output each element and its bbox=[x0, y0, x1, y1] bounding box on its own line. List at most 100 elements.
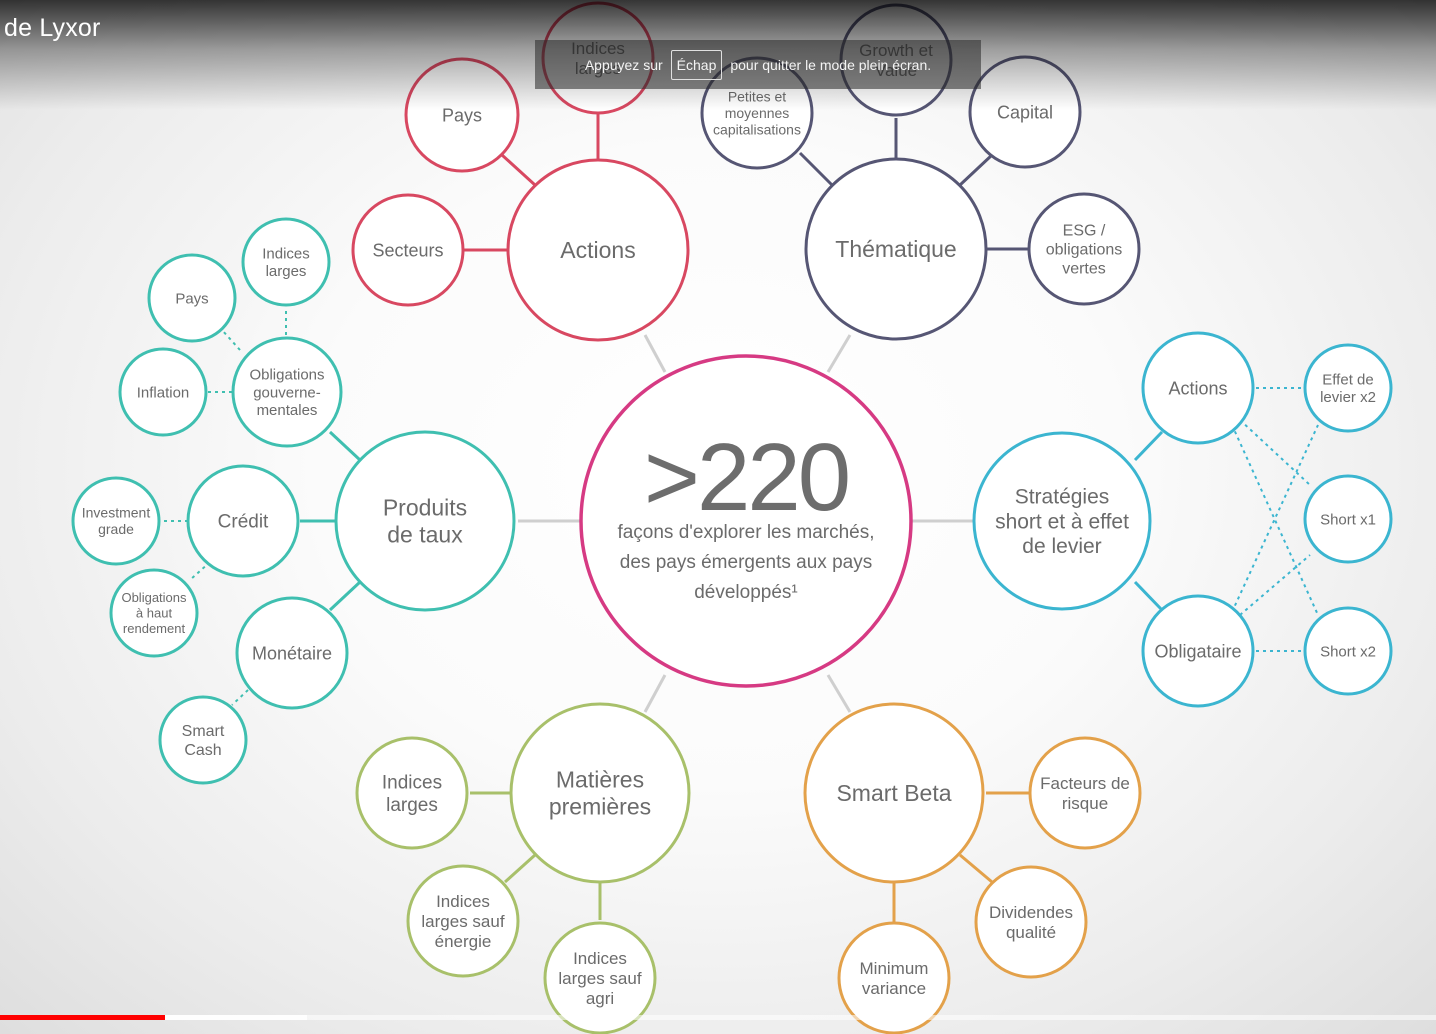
matieres-sauf-energie-node bbox=[406, 864, 520, 978]
connector-line bbox=[1239, 419, 1311, 486]
minimum-variance-node-label: variance bbox=[862, 979, 926, 998]
smart-beta-hub-label: Smart Beta bbox=[836, 780, 951, 806]
dividendes-qualite-node-label: Dividendes bbox=[989, 903, 1073, 922]
investment-grade-node-label: Investment bbox=[82, 505, 151, 521]
taux-pays-node bbox=[147, 253, 237, 343]
strategies-short-levier-hub bbox=[972, 431, 1152, 611]
taux-inflation-node-label: Inflation bbox=[137, 384, 190, 401]
thematique-esg-node-label: vertes bbox=[1062, 260, 1106, 277]
center-big-number: >220 bbox=[644, 424, 848, 531]
thematique-hub-label: Thématique bbox=[835, 236, 956, 262]
matieres-sauf-agri-node bbox=[543, 921, 657, 1034]
connector-line bbox=[1133, 580, 1164, 612]
facteurs-de-risque-node bbox=[1028, 736, 1142, 850]
connector-line bbox=[503, 853, 537, 884]
smart-beta-hub bbox=[803, 702, 985, 884]
matieres-sauf-agri-node-label: larges sauf bbox=[558, 969, 641, 988]
thematique-hub bbox=[804, 157, 988, 341]
connector-line bbox=[189, 561, 211, 581]
connector-line bbox=[959, 853, 993, 884]
effet-levier-x2-node-label: Effet de bbox=[1322, 371, 1373, 388]
taux-indices-larges-node bbox=[241, 217, 331, 307]
progress-bar[interactable] bbox=[0, 1015, 1436, 1020]
thematique-petites-capitalisations-node-label: moyennes bbox=[725, 105, 790, 121]
matieres-sauf-energie-node-label: Indices bbox=[436, 892, 490, 911]
matieres-premieres-hub-label: premières bbox=[549, 794, 651, 820]
toast-text-after: pour quitter le mode plein écran. bbox=[730, 56, 932, 73]
effet-levier-x2-node-label: levier x2 bbox=[1320, 389, 1376, 406]
facteurs-de-risque-node-label: Facteurs de bbox=[1040, 774, 1130, 793]
thematique-capital-node-label: Capital bbox=[997, 102, 1053, 122]
smart-cash-node-label: Cash bbox=[184, 742, 221, 759]
escape-key-badge: Échap bbox=[670, 49, 723, 80]
center-caption-line: développés¹ bbox=[694, 582, 798, 603]
produits-de-taux-hub-label: de taux bbox=[387, 522, 463, 548]
obligations-gouvernementales-node-label: mentales bbox=[257, 402, 318, 419]
short-x2-node-label: Short x2 bbox=[1320, 643, 1376, 660]
actions-pays-node-label: Pays bbox=[442, 105, 482, 125]
matieres-premieres-hub bbox=[509, 702, 691, 884]
obligations-haut-rendement-node-label: Obligations bbox=[121, 590, 187, 605]
short-x1-node-label: Short x1 bbox=[1320, 511, 1376, 528]
strategies-actions-node-label: Actions bbox=[1168, 378, 1227, 398]
fullscreen-exit-toast: Appuyez sur Échap pour quitter le mode p… bbox=[535, 40, 981, 89]
monetaire-node-label: Monétaire bbox=[252, 643, 332, 663]
taux-inflation-node bbox=[118, 347, 208, 437]
short-x2-node bbox=[1303, 606, 1393, 696]
connector-line bbox=[328, 430, 362, 462]
connector-line bbox=[231, 689, 249, 706]
strategies-short-levier-hub-label: Stratégies bbox=[1015, 486, 1110, 509]
thematique-petites-capitalisations-node-label: Petites et bbox=[728, 88, 786, 104]
progress-played[interactable] bbox=[0, 1015, 166, 1020]
obligations-haut-rendement-node-label: à haut bbox=[136, 606, 173, 621]
actions-hub-label: Actions bbox=[560, 237, 635, 263]
matieres-sauf-energie-node-label: larges sauf bbox=[421, 912, 504, 931]
center-hub bbox=[579, 354, 913, 688]
connector-line bbox=[643, 674, 667, 713]
matieres-premieres-hub-label: Matières bbox=[556, 766, 644, 792]
obligations-haut-rendement-node-label: rendement bbox=[123, 621, 186, 636]
credit-node-label: Crédit bbox=[218, 512, 269, 533]
matieres-indices-larges-node bbox=[355, 736, 469, 850]
taux-indices-larges-node-label: larges bbox=[266, 263, 307, 280]
strategies-short-levier-hub-label: de levier bbox=[1022, 535, 1101, 558]
connector-line bbox=[500, 153, 537, 187]
matieres-indices-larges-node-label: larges bbox=[386, 795, 438, 816]
strategies-obligataire-node bbox=[1141, 594, 1255, 708]
thematique-esg-node-label: ESG / bbox=[1063, 223, 1106, 240]
strategies-obligataire-node-label: Obligataire bbox=[1154, 641, 1241, 661]
connector-line bbox=[221, 329, 241, 351]
connector-line bbox=[958, 153, 994, 187]
actions-hub bbox=[506, 158, 690, 342]
actions-secteurs-node-label: Secteurs bbox=[372, 240, 443, 260]
video-title: de Lyxor bbox=[4, 14, 101, 42]
monetaire-node bbox=[235, 596, 349, 710]
facteurs-de-risque-node-label: risque bbox=[1062, 794, 1108, 813]
connector-line bbox=[643, 334, 667, 373]
actions-secteurs-node bbox=[351, 193, 465, 307]
thematique-petites-capitalisations-node-label: capitalisations bbox=[713, 121, 801, 137]
matieres-sauf-agri-node-label: agri bbox=[586, 989, 614, 1008]
thematique-esg-node-label: obligations bbox=[1046, 242, 1123, 259]
strategies-actions-node bbox=[1141, 331, 1255, 445]
center-caption-line: façons d'explorer les marchés, bbox=[617, 522, 874, 543]
connector-line bbox=[826, 674, 852, 713]
short-x1-node bbox=[1303, 474, 1393, 564]
obligations-gouvernementales-node-label: Obligations bbox=[249, 367, 324, 384]
effet-levier-x2-node bbox=[1303, 343, 1393, 433]
produits-de-taux-hub bbox=[334, 430, 516, 612]
obligations-gouvernementales-node-label: gouverne- bbox=[253, 384, 321, 401]
matieres-sauf-agri-node-label: Indices bbox=[573, 949, 627, 968]
obligations-gouvernementales-node bbox=[231, 336, 343, 448]
connector-line bbox=[1239, 554, 1311, 616]
connector-line bbox=[328, 580, 362, 612]
matieres-sauf-energie-node-label: énergie bbox=[435, 932, 492, 951]
smart-cash-node-label: Smart bbox=[182, 723, 225, 740]
obligations-haut-rendement-node bbox=[109, 568, 199, 658]
minimum-variance-node bbox=[837, 921, 951, 1034]
investment-grade-node-label: grade bbox=[98, 521, 134, 537]
minimum-variance-node-label: Minimum bbox=[860, 959, 929, 978]
taux-pays-node-label: Pays bbox=[175, 290, 208, 307]
